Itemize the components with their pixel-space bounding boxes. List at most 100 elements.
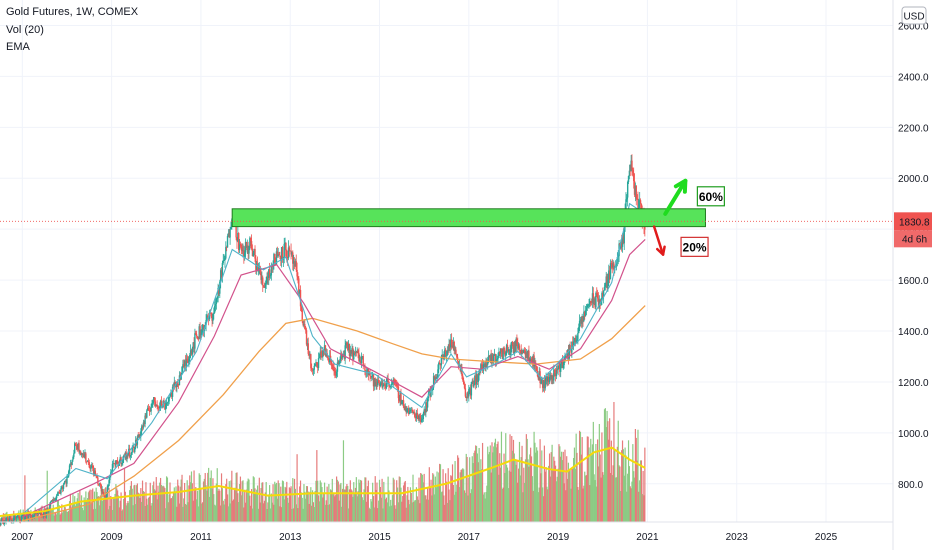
- candle-body: [137, 436, 139, 438]
- volume-bar: [200, 489, 202, 522]
- volume-bar: [290, 486, 292, 522]
- ema-indicator-label[interactable]: EMA: [6, 41, 30, 53]
- candle-body: [587, 304, 589, 306]
- candle-body: [390, 383, 393, 387]
- candle-body: [292, 252, 294, 264]
- candle-body: [152, 400, 154, 404]
- volume-bar: [299, 480, 302, 522]
- candle-body: [201, 324, 204, 330]
- candle-body: [124, 452, 127, 457]
- volume-bar: [38, 509, 40, 522]
- candle-body: [499, 348, 502, 354]
- candle-body: [168, 396, 170, 402]
- volume-bar: [2, 513, 5, 522]
- candle-body: [524, 350, 527, 359]
- volume-bar: [78, 502, 80, 522]
- currency-button[interactable]: [901, 6, 927, 25]
- volume-bar: [444, 504, 446, 522]
- volume-bar: [572, 457, 575, 522]
- volume-bar: [339, 484, 341, 522]
- candle-body: [383, 384, 386, 386]
- volume-bar: [46, 470, 48, 522]
- volume-bar: [202, 481, 205, 522]
- volume-bar: [371, 501, 373, 522]
- candle-body: [14, 517, 17, 519]
- volume-bar: [125, 505, 127, 522]
- volume-bar: [231, 470, 233, 522]
- candle-body: [83, 453, 85, 458]
- volume-bar: [517, 482, 519, 522]
- volume-bar: [556, 476, 558, 522]
- volume-bar: [218, 488, 220, 522]
- candle-body: [314, 363, 316, 366]
- volume-bar: [523, 467, 525, 522]
- candle-body: [289, 250, 291, 252]
- volume-indicator-label[interactable]: Vol (20): [6, 24, 44, 36]
- volume-bar: [611, 475, 613, 522]
- volume-bar: [190, 482, 192, 522]
- candle-body: [634, 185, 637, 195]
- candle-body: [268, 269, 270, 278]
- volume-bar: [623, 475, 625, 522]
- candle-body: [327, 356, 329, 361]
- candle-body: [66, 476, 68, 484]
- candle-body: [592, 293, 595, 305]
- volume-bar: [353, 482, 355, 522]
- candle-body: [312, 369, 315, 371]
- candle-body: [364, 365, 366, 371]
- volume-bar: [434, 476, 436, 522]
- volume-bar: [506, 467, 509, 522]
- volume-bar: [570, 488, 572, 522]
- volume-bar: [519, 475, 521, 522]
- volume-bar: [459, 472, 461, 522]
- candle-body: [529, 358, 532, 360]
- candle-body: [309, 354, 311, 356]
- volume-bar: [385, 497, 387, 522]
- volume-bar: [412, 474, 414, 522]
- volume-bar: [56, 500, 59, 522]
- volume-bar: [130, 481, 132, 522]
- candle-body: [13, 517, 16, 519]
- volume-bar: [531, 476, 533, 522]
- candle-body: [119, 457, 121, 462]
- candle-body: [498, 351, 500, 358]
- candle-body: [630, 160, 632, 172]
- candle-body: [100, 485, 103, 492]
- candle-body: [318, 357, 321, 359]
- candle-body: [613, 263, 615, 271]
- candle-body: [101, 489, 103, 492]
- volume-bar: [356, 496, 358, 522]
- volume-bar: [394, 505, 396, 522]
- candle-body: [545, 377, 547, 382]
- volume-bar: [464, 492, 466, 522]
- volume-bar: [133, 485, 135, 522]
- ema-slow-line: [22, 305, 646, 522]
- volume-bar: [508, 470, 510, 522]
- volume-bar: [282, 481, 284, 522]
- candle-body: [631, 160, 633, 170]
- volume-bar: [524, 459, 527, 522]
- volume-bar: [132, 505, 134, 522]
- volume-bar: [362, 500, 364, 522]
- volume-bar: [386, 502, 388, 522]
- volume-bar: [199, 474, 201, 522]
- candle-body: [397, 386, 400, 399]
- volume-bar: [587, 436, 589, 522]
- volume-bar: [602, 472, 604, 522]
- time-tick-label: 2013: [279, 532, 302, 543]
- candle-body: [620, 241, 623, 247]
- candle-body: [125, 452, 127, 460]
- candle-body: [407, 408, 409, 410]
- candle-body: [470, 382, 473, 396]
- candle-body: [518, 345, 521, 350]
- candle-body: [560, 363, 562, 372]
- candle-body: [378, 383, 381, 386]
- candle-body: [602, 293, 604, 297]
- volume-bar: [375, 489, 377, 522]
- candle-body: [13, 517, 15, 522]
- volume-bar: [111, 498, 113, 522]
- candle-body: [413, 412, 415, 414]
- currency-button-label: USD: [903, 12, 924, 23]
- candle-body: [593, 298, 595, 305]
